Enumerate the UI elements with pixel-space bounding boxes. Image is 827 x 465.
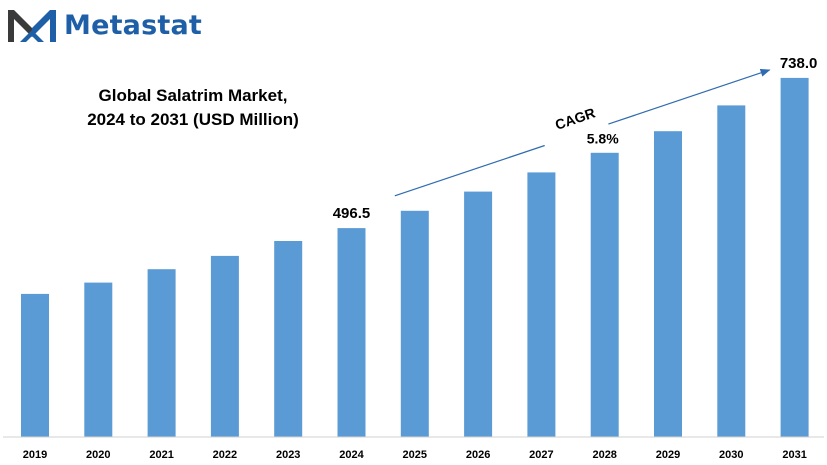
brand-name: Metastat <box>64 9 203 41</box>
metastat-m-logo-icon <box>8 10 56 42</box>
x-tick-label-2030: 2030 <box>719 449 743 461</box>
bar-2028 <box>590 152 619 438</box>
bar-2026 <box>464 191 493 437</box>
data-label-2031: 738.0 <box>780 55 818 72</box>
chart-title: Global Salatrim Market, 2024 to 2031 (US… <box>48 84 338 132</box>
bar-2020 <box>84 282 113 437</box>
x-tick-label-2031: 2031 <box>782 449 806 461</box>
brand-logo: Metastat <box>6 6 202 44</box>
bar-2022 <box>210 255 239 437</box>
chart-title-line-1: Global Salatrim Market, <box>98 86 288 105</box>
x-tick-label-2019: 2019 <box>23 449 47 461</box>
bar-2019 <box>21 293 49 437</box>
bar-2021 <box>147 269 176 437</box>
x-tick-label-2021: 2021 <box>149 449 173 461</box>
cagr-arrow-line-start <box>394 144 545 197</box>
x-tick-label-2026: 2026 <box>466 449 490 461</box>
bar-2027 <box>527 172 556 437</box>
cagr-label: CAGR <box>553 105 597 133</box>
bar-2024 <box>337 228 366 437</box>
x-tick-label-2022: 2022 <box>213 449 237 461</box>
cagr-value: 5.8% <box>587 130 619 146</box>
x-tick-label-2023: 2023 <box>276 449 300 461</box>
x-tick-label-2024: 2024 <box>339 449 364 461</box>
cagr-arrow <box>608 68 771 125</box>
chart-title-line-2: 2024 to 2031 (USD Million) <box>87 110 299 129</box>
x-tick-label-2029: 2029 <box>656 449 680 461</box>
bar-2029 <box>654 131 682 437</box>
x-tick-label-2020: 2020 <box>86 449 110 461</box>
bar-2023 <box>274 241 303 437</box>
data-label-2024: 496.5 <box>333 205 371 222</box>
x-tick-label-2025: 2025 <box>403 449 427 461</box>
bar-2031 <box>780 77 809 438</box>
x-tick-label-2027: 2027 <box>529 449 553 461</box>
bar-2025 <box>400 210 429 437</box>
x-tick-label-2028: 2028 <box>592 449 616 461</box>
bar-2030 <box>717 105 746 438</box>
